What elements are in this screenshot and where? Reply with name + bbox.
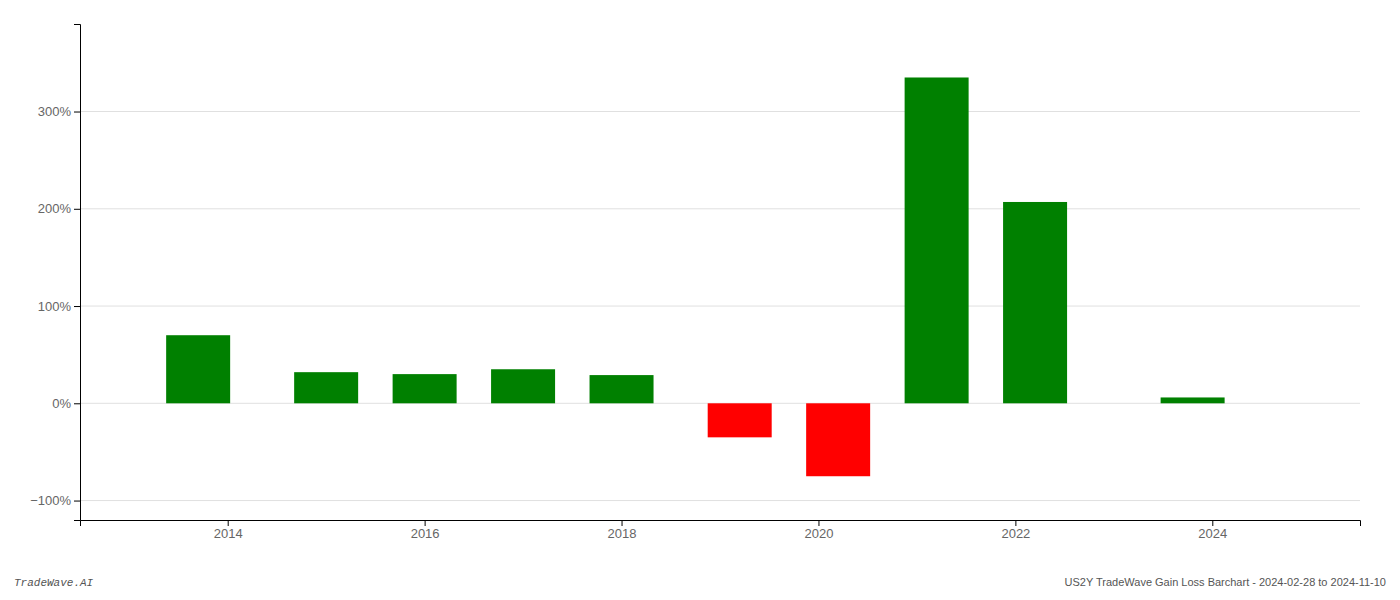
grid bbox=[80, 112, 1360, 501]
y-tick: 300% bbox=[38, 104, 80, 119]
bar bbox=[806, 403, 870, 476]
y-tick-label: 100% bbox=[38, 299, 72, 314]
y-axis-line bbox=[74, 25, 81, 521]
x-tick: 2016 bbox=[411, 520, 440, 541]
x-tick-label: 2014 bbox=[214, 526, 243, 541]
y-tick-label: 0% bbox=[52, 396, 71, 411]
x-tick-mark bbox=[425, 520, 426, 526]
x-tick-mark bbox=[1015, 520, 1016, 526]
x-tick-label: 2018 bbox=[608, 526, 637, 541]
annotation: US2Y TradeWave Gain Loss Barchart - 2024… bbox=[1065, 576, 1386, 588]
y-tick-label: 200% bbox=[38, 201, 72, 216]
plot: −100%0%100%200%300%201420162018202020222… bbox=[30, 25, 1360, 542]
bar bbox=[1161, 397, 1225, 403]
y-tick-mark bbox=[74, 112, 80, 113]
x-tick: 2014 bbox=[214, 520, 243, 541]
y-tick: 100% bbox=[38, 299, 80, 314]
annotation: TradeWave.AI bbox=[14, 577, 94, 589]
x-tick-label: 2024 bbox=[1198, 526, 1227, 541]
x-tick: 2024 bbox=[1198, 520, 1227, 541]
y-tick-mark bbox=[74, 209, 80, 210]
y-tick-mark bbox=[74, 306, 80, 307]
bar bbox=[590, 375, 654, 403]
y-tick-label: 300% bbox=[38, 104, 72, 119]
x-tick: 2020 bbox=[805, 520, 834, 541]
x-tick: 2022 bbox=[1001, 520, 1030, 541]
x-tick-label: 2020 bbox=[805, 526, 834, 541]
x-tick: 2018 bbox=[608, 520, 637, 541]
y-tick-label: −100% bbox=[30, 493, 71, 508]
y-tick: −100% bbox=[30, 493, 80, 508]
x-tick-mark bbox=[228, 520, 229, 526]
y-tick-mark bbox=[74, 403, 80, 404]
grid-line bbox=[80, 500, 1360, 501]
grid-line bbox=[80, 111, 1360, 112]
y-tick: 200% bbox=[38, 201, 80, 216]
x-tick-mark bbox=[1212, 520, 1213, 526]
x-tick-mark bbox=[818, 520, 819, 526]
x-axis-line bbox=[81, 521, 1361, 527]
bar bbox=[294, 372, 358, 403]
y-tick-mark bbox=[74, 501, 80, 502]
grid-line bbox=[80, 208, 1360, 209]
bars bbox=[166, 77, 1224, 476]
bar bbox=[905, 77, 969, 403]
x-tick-mark bbox=[622, 520, 623, 526]
y-axis: −100% 0% 100% 200% 300% bbox=[30, 25, 80, 521]
bar bbox=[166, 335, 230, 403]
y-tick: 0% bbox=[52, 396, 80, 411]
bar bbox=[491, 369, 555, 403]
x-tick-label: 2016 bbox=[411, 526, 440, 541]
x-tick-label: 2022 bbox=[1001, 526, 1030, 541]
x-axis: 2014 2016 2018 2020 2022 2024 bbox=[81, 520, 1361, 541]
chart: −100%0%100%200%300%201420162018202020222… bbox=[0, 0, 1400, 600]
bar bbox=[708, 403, 772, 437]
bar bbox=[1003, 202, 1067, 403]
grid-line bbox=[80, 306, 1360, 307]
bar bbox=[393, 374, 457, 403]
